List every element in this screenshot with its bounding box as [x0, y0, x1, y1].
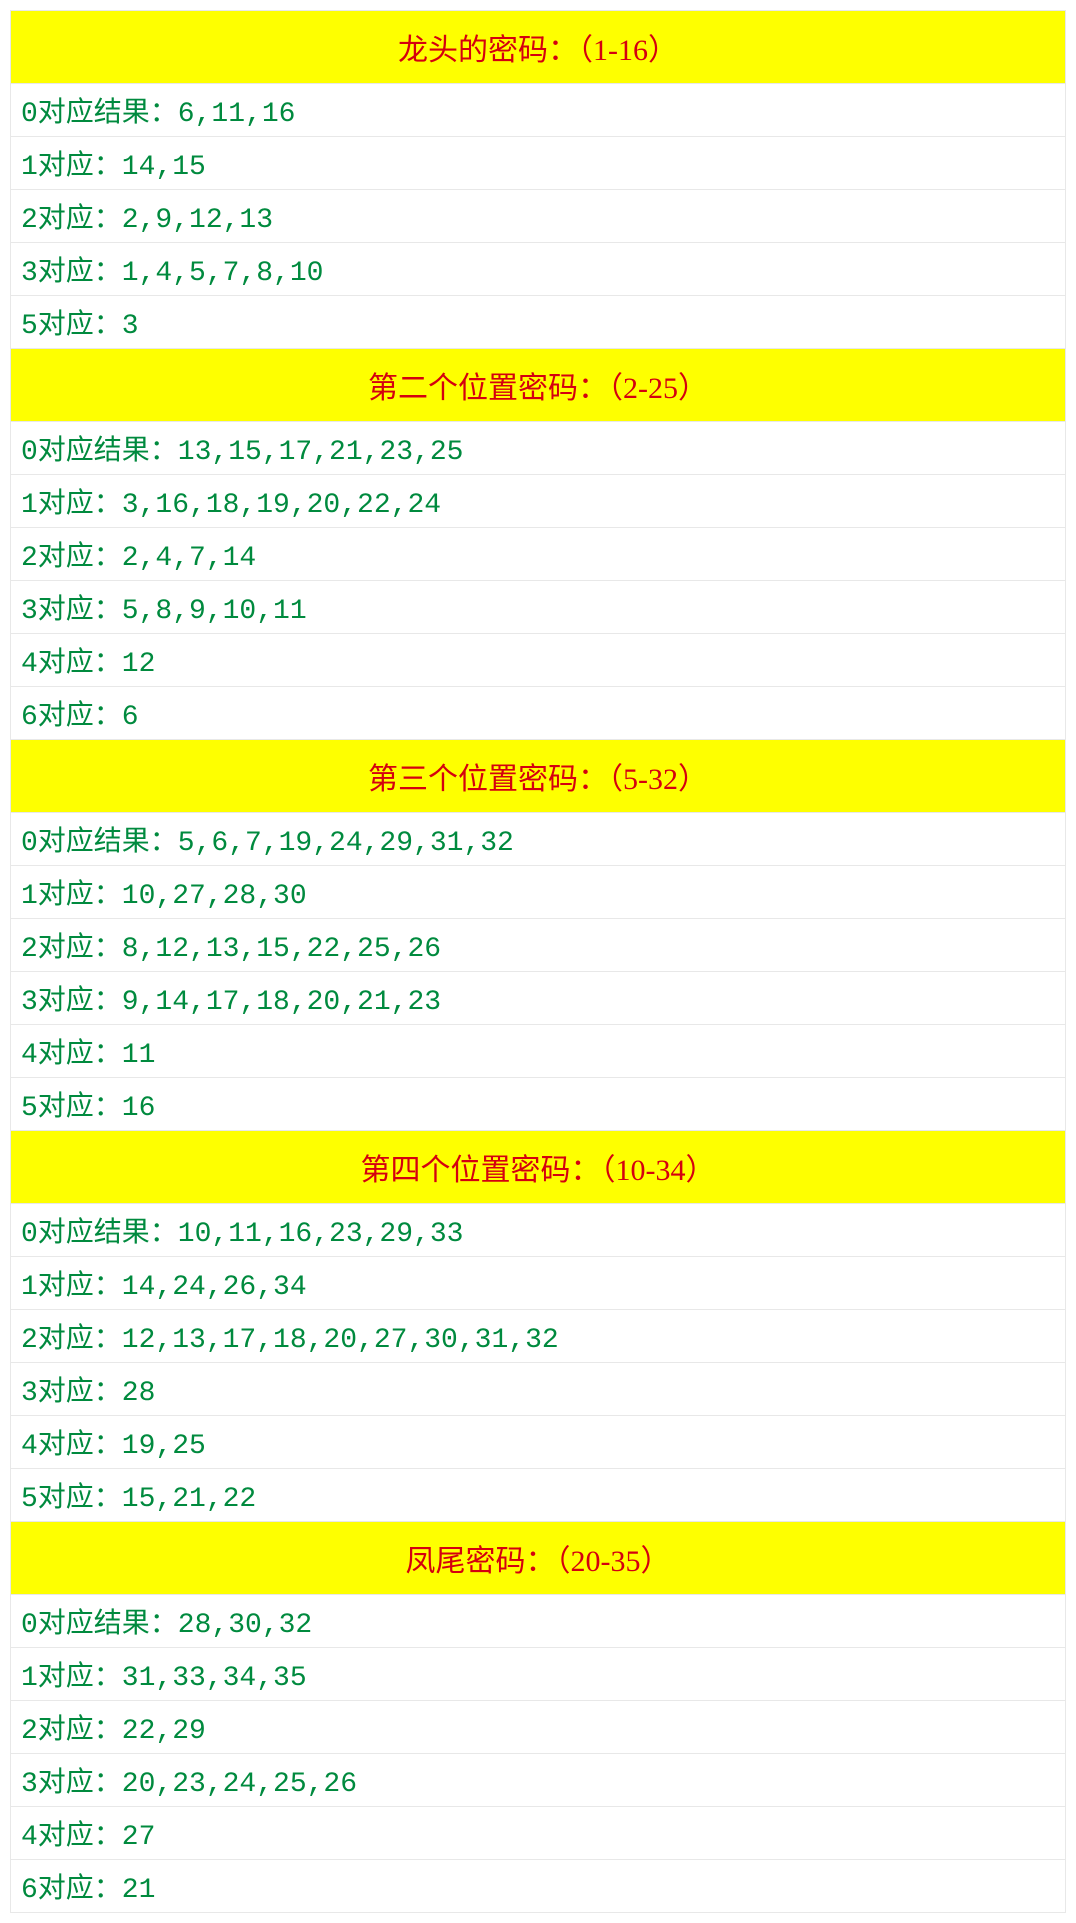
- data-row: 1对应：14,24,26,34: [11, 1257, 1065, 1310]
- data-row: 3对应：1,4,5,7,8,10: [11, 243, 1065, 296]
- data-row: 5对应：3: [11, 296, 1065, 349]
- data-row: 1对应：14,15: [11, 137, 1065, 190]
- data-row: 6对应：6: [11, 687, 1065, 740]
- data-row: 2对应：2,9,12,13: [11, 190, 1065, 243]
- section-header: 第四个位置密码：（10-34）: [11, 1131, 1065, 1204]
- code-table: 龙头的密码：（1-16）0对应结果：6,11,161对应：14,152对应：2,…: [10, 10, 1066, 1913]
- data-row: 0对应结果：13,15,17,21,23,25: [11, 422, 1065, 475]
- data-row: 5对应：15,21,22: [11, 1469, 1065, 1522]
- data-row: 2对应：2,4,7,14: [11, 528, 1065, 581]
- data-row: 4对应：11: [11, 1025, 1065, 1078]
- data-row: 0对应结果：28,30,32: [11, 1595, 1065, 1648]
- data-row: 1对应：3,16,18,19,20,22,24: [11, 475, 1065, 528]
- data-row: 3对应：20,23,24,25,26: [11, 1754, 1065, 1807]
- data-row: 1对应：31,33,34,35: [11, 1648, 1065, 1701]
- data-row: 4对应：12: [11, 634, 1065, 687]
- data-row: 2对应：12,13,17,18,20,27,30,31,32: [11, 1310, 1065, 1363]
- section-header: 龙头的密码：（1-16）: [11, 11, 1065, 84]
- data-row: 2对应：22,29: [11, 1701, 1065, 1754]
- section-header: 第二个位置密码：（2-25）: [11, 349, 1065, 422]
- data-row: 3对应：5,8,9,10,11: [11, 581, 1065, 634]
- data-row: 6对应：21: [11, 1860, 1065, 1913]
- data-row: 0对应结果：5,6,7,19,24,29,31,32: [11, 813, 1065, 866]
- data-row: 0对应结果：10,11,16,23,29,33: [11, 1204, 1065, 1257]
- data-row: 4对应：27: [11, 1807, 1065, 1860]
- section-header: 凤尾密码：（20-35）: [11, 1522, 1065, 1595]
- data-row: 4对应：19,25: [11, 1416, 1065, 1469]
- section-header: 第三个位置密码：（5-32）: [11, 740, 1065, 813]
- data-row: 2对应：8,12,13,15,22,25,26: [11, 919, 1065, 972]
- data-row: 3对应：28: [11, 1363, 1065, 1416]
- data-row: 3对应：9,14,17,18,20,21,23: [11, 972, 1065, 1025]
- data-row: 5对应：16: [11, 1078, 1065, 1131]
- data-row: 1对应：10,27,28,30: [11, 866, 1065, 919]
- data-row: 0对应结果：6,11,16: [11, 84, 1065, 137]
